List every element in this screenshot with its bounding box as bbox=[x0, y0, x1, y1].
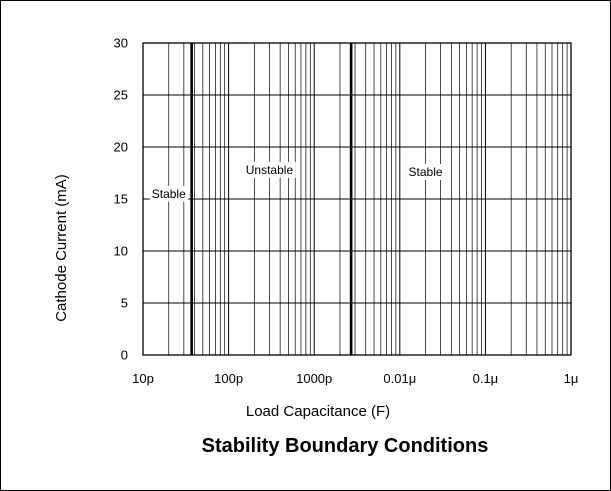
y-tick-label: 25 bbox=[114, 88, 128, 103]
chart-title: Stability Boundary Conditions bbox=[202, 435, 489, 457]
region-label-background bbox=[149, 185, 189, 202]
y-tick-label: 15 bbox=[114, 192, 128, 207]
x-tick-label: 100p bbox=[214, 371, 243, 386]
plot-area-border bbox=[142, 42, 572, 356]
y-tick-label: 30 bbox=[114, 36, 128, 51]
y-tick-labels: 0 5 10 15 20 25 30 bbox=[114, 36, 128, 363]
region-label-background bbox=[406, 163, 445, 180]
region-labels: Stable Unstable Stable bbox=[149, 161, 445, 202]
x-axis-label: Load Capacitance (F) bbox=[246, 403, 390, 420]
x-tick-label: 1μ bbox=[564, 371, 579, 386]
y-tick-label: 20 bbox=[114, 140, 128, 155]
x-tick-label: 10p bbox=[132, 371, 154, 386]
x-tick-labels: 10p 100p 1000p 0.01μ 0.1μ 1μ bbox=[132, 371, 578, 386]
boundary-lines bbox=[190, 43, 353, 355]
region-label: Unstable bbox=[246, 163, 294, 177]
x-tick-label: 0.01μ bbox=[383, 371, 416, 386]
x-tick-label: 0.1μ bbox=[473, 371, 499, 386]
region-label: Stable bbox=[409, 165, 443, 179]
region-label-background bbox=[243, 161, 296, 178]
y-tick-label: 5 bbox=[121, 296, 128, 311]
major-grid bbox=[142, 42, 572, 356]
region-label: Stable bbox=[152, 187, 186, 201]
y-tick-label: 0 bbox=[121, 348, 128, 363]
y-axis-label: Cathode Current (mA) bbox=[53, 174, 70, 322]
y-tick-label: 10 bbox=[114, 244, 128, 259]
x-tick-label: 1000p bbox=[296, 371, 332, 386]
